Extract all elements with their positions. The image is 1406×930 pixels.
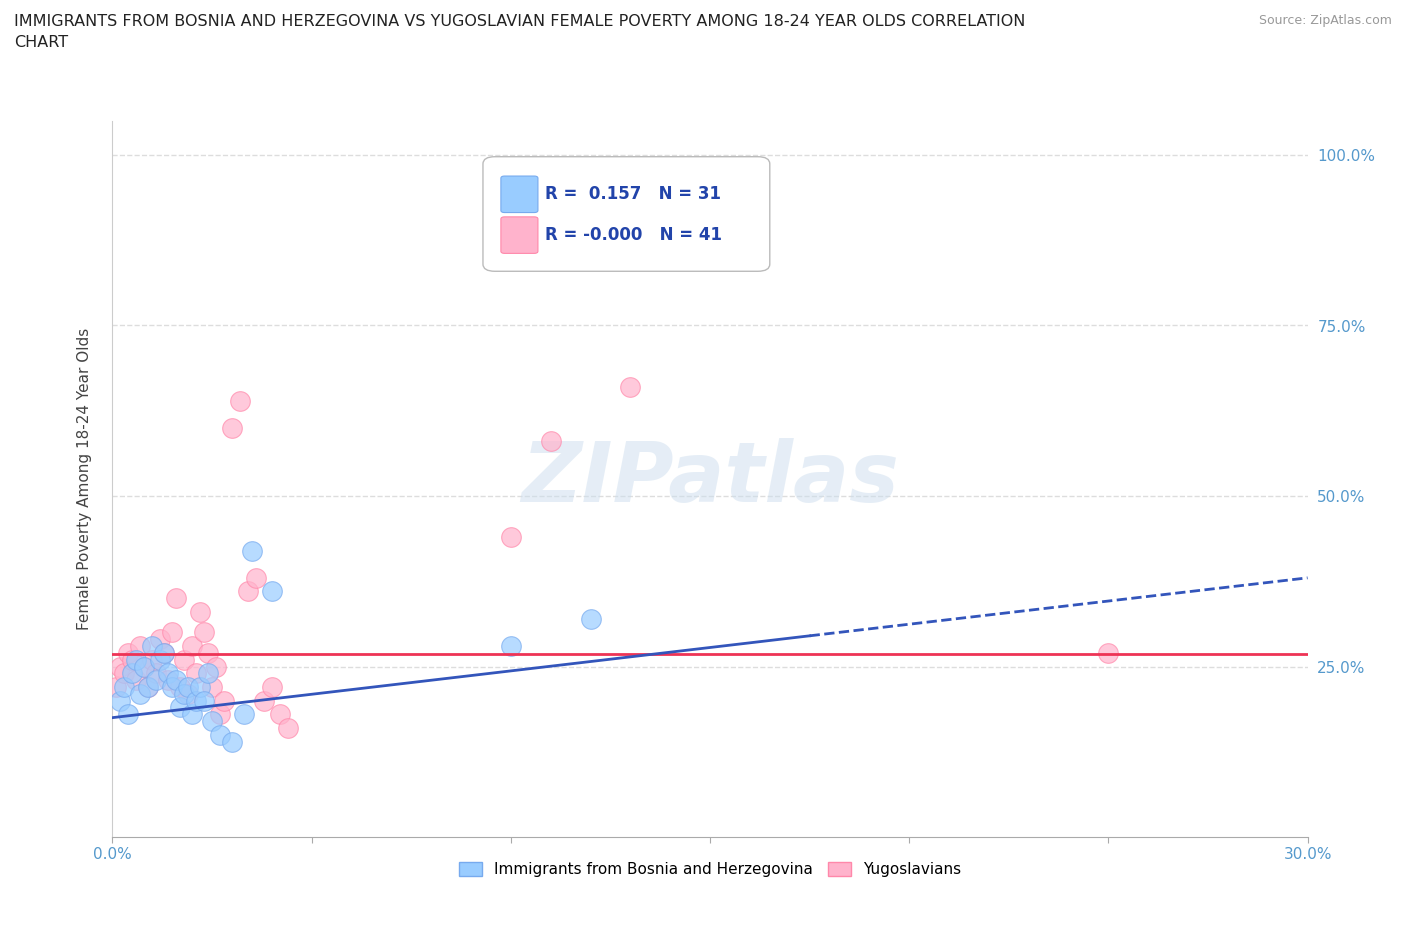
Point [193,625,215,640]
Point [125,652,148,667]
Point [149,631,172,646]
Point [153,645,176,660]
Point [209,707,232,722]
Point [229,393,252,408]
Y-axis label: Female Poverty Among 18-24 Year Olds: Female Poverty Among 18-24 Year Olds [77,328,91,631]
Point [540,434,562,449]
Point [165,591,187,605]
Point [245,570,267,585]
Point [173,686,195,701]
Point [165,672,187,687]
Point [121,666,143,681]
Point [129,686,152,701]
Point [221,420,243,435]
Point [221,734,243,749]
Point [201,713,224,728]
Point [114,666,135,681]
Point [209,727,232,742]
FancyBboxPatch shape [501,176,538,213]
Point [110,693,132,708]
Point [134,659,156,674]
Point [212,693,235,708]
Point [138,680,160,695]
Point [186,693,208,708]
Point [117,707,139,722]
Point [181,639,204,654]
Point [169,700,191,715]
Point [121,652,143,667]
Point [269,707,291,722]
Point [253,693,276,708]
FancyBboxPatch shape [501,217,538,253]
Point [117,645,139,660]
Point [181,707,204,722]
Legend: Immigrants from Bosnia and Herzegovina, Yugoslavians: Immigrants from Bosnia and Herzegovina, … [453,856,967,884]
Point [149,652,172,667]
Point [157,666,180,681]
Point [579,611,602,626]
Text: IMMIGRANTS FROM BOSNIA AND HERZEGOVINA VS YUGOSLAVIAN FEMALE POVERTY AMONG 18-24: IMMIGRANTS FROM BOSNIA AND HERZEGOVINA V… [14,14,1025,50]
Point [105,680,128,695]
Text: R =  0.157   N = 31: R = 0.157 N = 31 [546,185,721,203]
Point [188,680,211,695]
Point [177,680,200,695]
Point [153,645,176,660]
Point [260,680,283,695]
Point [125,672,148,687]
Point [141,639,163,654]
Point [188,604,211,619]
Point [145,666,167,681]
FancyBboxPatch shape [484,156,770,272]
Point [499,529,522,544]
Point [201,680,224,695]
Point [110,659,132,674]
Point [141,652,163,667]
Point [173,652,195,667]
Point [197,645,219,660]
Point [205,659,228,674]
Text: ZIPatlas: ZIPatlas [522,438,898,520]
Point [162,625,183,640]
Point [240,543,263,558]
Point [169,680,191,695]
Point [114,680,135,695]
Point [499,639,522,654]
Point [193,693,215,708]
Point [260,584,283,599]
Point [145,672,167,687]
Point [277,721,299,736]
Point [129,639,152,654]
Point [197,666,219,681]
Point [186,666,208,681]
Text: Source: ZipAtlas.com: Source: ZipAtlas.com [1258,14,1392,27]
Point [157,672,180,687]
Point [619,379,641,394]
Point [1097,645,1119,660]
Point [162,680,183,695]
Point [579,216,602,231]
Text: R = -0.000   N = 41: R = -0.000 N = 41 [546,227,723,245]
Point [138,680,160,695]
Point [233,707,256,722]
Point [177,686,200,701]
Point [134,659,156,674]
Point [236,584,259,599]
